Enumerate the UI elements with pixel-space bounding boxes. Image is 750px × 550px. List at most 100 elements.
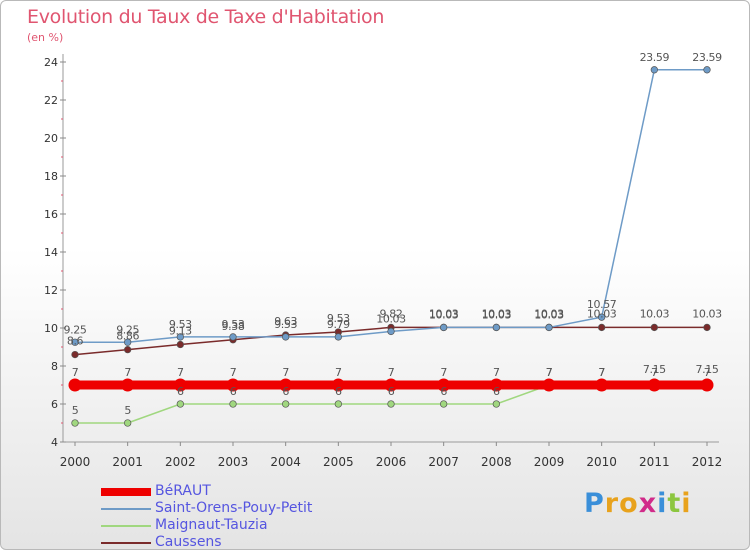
data-point: [492, 400, 500, 408]
y-tick-label: 24: [44, 56, 58, 69]
data-point: [384, 378, 398, 392]
data-point: [282, 333, 290, 341]
logo-letter: P: [584, 488, 605, 519]
data-label: 9.13: [169, 325, 192, 338]
x-tick-label: 2002: [165, 455, 196, 469]
chart-title: Evolution du Taux de Taxe d'Habitation: [27, 6, 385, 28]
data-label: 5: [124, 404, 131, 417]
data-label: 9.79: [327, 318, 350, 331]
data-label: 7: [230, 366, 237, 379]
data-point: [387, 327, 395, 336]
data-label: 9.53: [274, 318, 297, 331]
data-point: [545, 323, 553, 332]
y-tick-label: 6: [51, 398, 58, 411]
data-label: 7: [282, 366, 289, 379]
data-point: [226, 378, 240, 392]
data-label: 6: [282, 385, 289, 398]
data-point: [71, 350, 79, 359]
data-point: [650, 323, 658, 332]
data-point: [173, 378, 187, 392]
y-tick-label: 14: [44, 246, 58, 259]
x-tick-label: 2010: [586, 455, 617, 469]
data-label: 8.6: [67, 335, 84, 348]
data-point: [437, 378, 451, 392]
data-label: 9.25: [64, 323, 87, 336]
data-label: 9.82: [380, 307, 403, 320]
y-tick-label: 10: [44, 322, 58, 335]
data-point: [68, 378, 82, 392]
data-point: [282, 400, 290, 408]
data-point: [71, 419, 79, 427]
data-point: [440, 323, 448, 332]
logo-letter: i: [657, 488, 668, 519]
data-point: [542, 378, 556, 392]
data-point: [598, 323, 606, 332]
x-tick-label: 2006: [376, 455, 407, 469]
data-label: 7: [72, 366, 79, 379]
data-label: 10.03: [376, 312, 406, 325]
y-tick-label: 16: [44, 208, 58, 221]
data-label: 7: [651, 366, 658, 379]
logo-letter: x: [638, 488, 658, 519]
data-label: 9.53: [169, 318, 192, 331]
legend-label: Maignaut-Tauzia: [155, 517, 268, 533]
y-tick-label: 20: [44, 132, 58, 145]
data-label: 7: [124, 366, 131, 379]
legend-label: BéRAUT: [155, 483, 211, 499]
data-point: [595, 378, 609, 392]
data-label: 10.03: [534, 308, 564, 321]
data-label: 7: [388, 366, 395, 379]
data-label: 7: [704, 366, 711, 379]
legend-swatch: [101, 525, 151, 527]
data-label: 9.53: [327, 312, 350, 325]
proxiti-logo: Proxiti: [584, 488, 692, 519]
data-point: [440, 400, 448, 408]
data-point: [176, 400, 184, 408]
data-label: 5: [72, 404, 79, 417]
y-tick-label: 8: [51, 360, 58, 373]
data-point: [492, 323, 500, 332]
data-point: [229, 400, 237, 408]
data-label: 7: [440, 366, 447, 379]
data-point: [598, 313, 606, 321]
legend-label: Caussens: [155, 534, 222, 550]
data-point: [279, 378, 293, 392]
data-point: [489, 378, 503, 392]
data-point: [121, 378, 135, 392]
logo-letter: o: [619, 488, 639, 519]
legend-swatch: [101, 488, 151, 496]
data-point: [176, 340, 184, 349]
data-point: [334, 400, 342, 408]
data-label: 9.25: [116, 323, 139, 336]
data-point: [703, 66, 711, 74]
data-label: 10.57: [587, 298, 617, 311]
data-label: 9.53: [222, 318, 245, 331]
data-label: 7: [598, 366, 605, 379]
data-label: 10.03: [482, 308, 512, 321]
legend-swatch: [101, 542, 151, 544]
data-point: [387, 400, 395, 408]
data-point: [331, 378, 345, 392]
y-tick-label: 22: [44, 94, 58, 107]
data-point: [124, 338, 132, 346]
x-tick-label: 2008: [481, 455, 512, 469]
data-label: 7.15: [643, 363, 666, 376]
data-label: 9.38: [222, 320, 245, 333]
data-label: 7: [177, 366, 184, 379]
x-tick-label: 2000: [60, 455, 91, 469]
logo-letter: i: [681, 488, 692, 519]
y-tick-label: 4: [51, 436, 58, 449]
legend-swatch: [101, 508, 151, 510]
x-tick-label: 2005: [323, 455, 354, 469]
x-tick-label: 2001: [112, 455, 143, 469]
data-point: [71, 338, 79, 346]
logo-letter: r: [604, 488, 620, 519]
data-label: 7: [493, 366, 500, 379]
data-label: 7: [546, 366, 553, 379]
data-point: [650, 66, 658, 74]
data-label: 10.03: [534, 307, 564, 320]
data-label: 7: [546, 366, 553, 379]
data-point: [229, 333, 237, 341]
data-point: [700, 378, 714, 392]
